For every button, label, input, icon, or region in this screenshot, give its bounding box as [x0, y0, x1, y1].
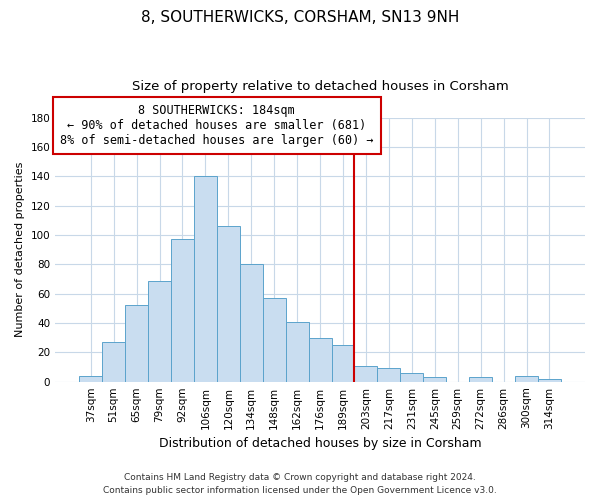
Title: Size of property relative to detached houses in Corsham: Size of property relative to detached ho…: [132, 80, 508, 93]
Bar: [79, 376, 102, 382]
Bar: [148, 280, 171, 382]
Bar: [538, 378, 561, 382]
Bar: [286, 322, 308, 382]
Bar: [171, 240, 194, 382]
Bar: [194, 176, 217, 382]
Text: 8 SOUTHERWICKS: 184sqm
← 90% of detached houses are smaller (681)
8% of semi-det: 8 SOUTHERWICKS: 184sqm ← 90% of detached…: [60, 104, 374, 146]
Text: 8, SOUTHERWICKS, CORSHAM, SN13 9NH: 8, SOUTHERWICKS, CORSHAM, SN13 9NH: [141, 10, 459, 25]
Y-axis label: Number of detached properties: Number of detached properties: [15, 162, 25, 338]
Bar: [515, 376, 538, 382]
Bar: [377, 368, 400, 382]
Bar: [102, 342, 125, 382]
Bar: [125, 306, 148, 382]
Bar: [355, 366, 377, 382]
Bar: [469, 378, 492, 382]
Bar: [240, 264, 263, 382]
Bar: [263, 298, 286, 382]
Bar: [217, 226, 240, 382]
Bar: [308, 338, 332, 382]
Bar: [400, 373, 423, 382]
Bar: [423, 378, 446, 382]
X-axis label: Distribution of detached houses by size in Corsham: Distribution of detached houses by size …: [159, 437, 481, 450]
Bar: [332, 345, 355, 382]
Text: Contains HM Land Registry data © Crown copyright and database right 2024.
Contai: Contains HM Land Registry data © Crown c…: [103, 474, 497, 495]
